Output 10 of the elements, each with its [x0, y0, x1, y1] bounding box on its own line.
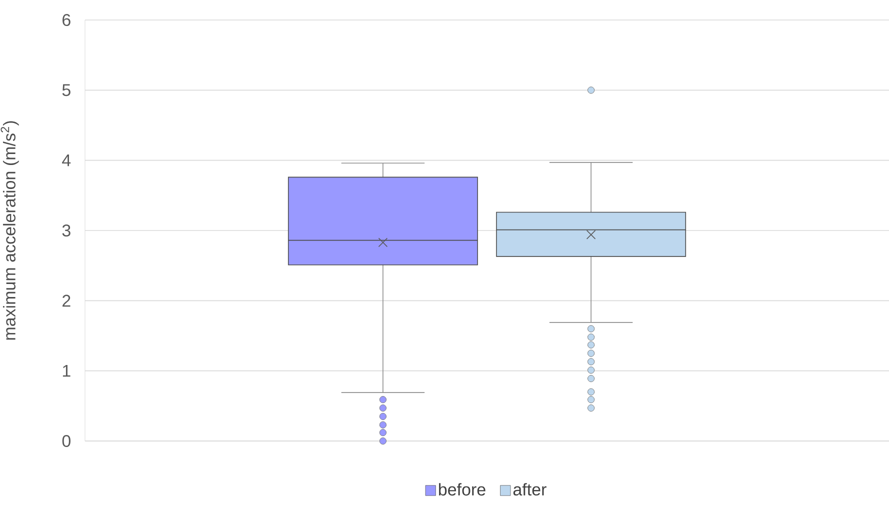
- legend-label: after: [513, 483, 546, 496]
- y-tick-label: 3: [62, 224, 70, 237]
- y-tick-label: 5: [62, 84, 70, 96]
- legend-label: before: [438, 483, 486, 496]
- y-tick-label: 4: [62, 154, 71, 166]
- y-tick-label: 2: [62, 294, 70, 307]
- y-tick-label: 6: [62, 14, 70, 26]
- y-tick-label: 0: [62, 434, 70, 448]
- y-axis-title: maximum acceleration (m/s$^{2}$): [0, 121, 19, 340]
- y-tick-label: 1: [62, 364, 70, 377]
